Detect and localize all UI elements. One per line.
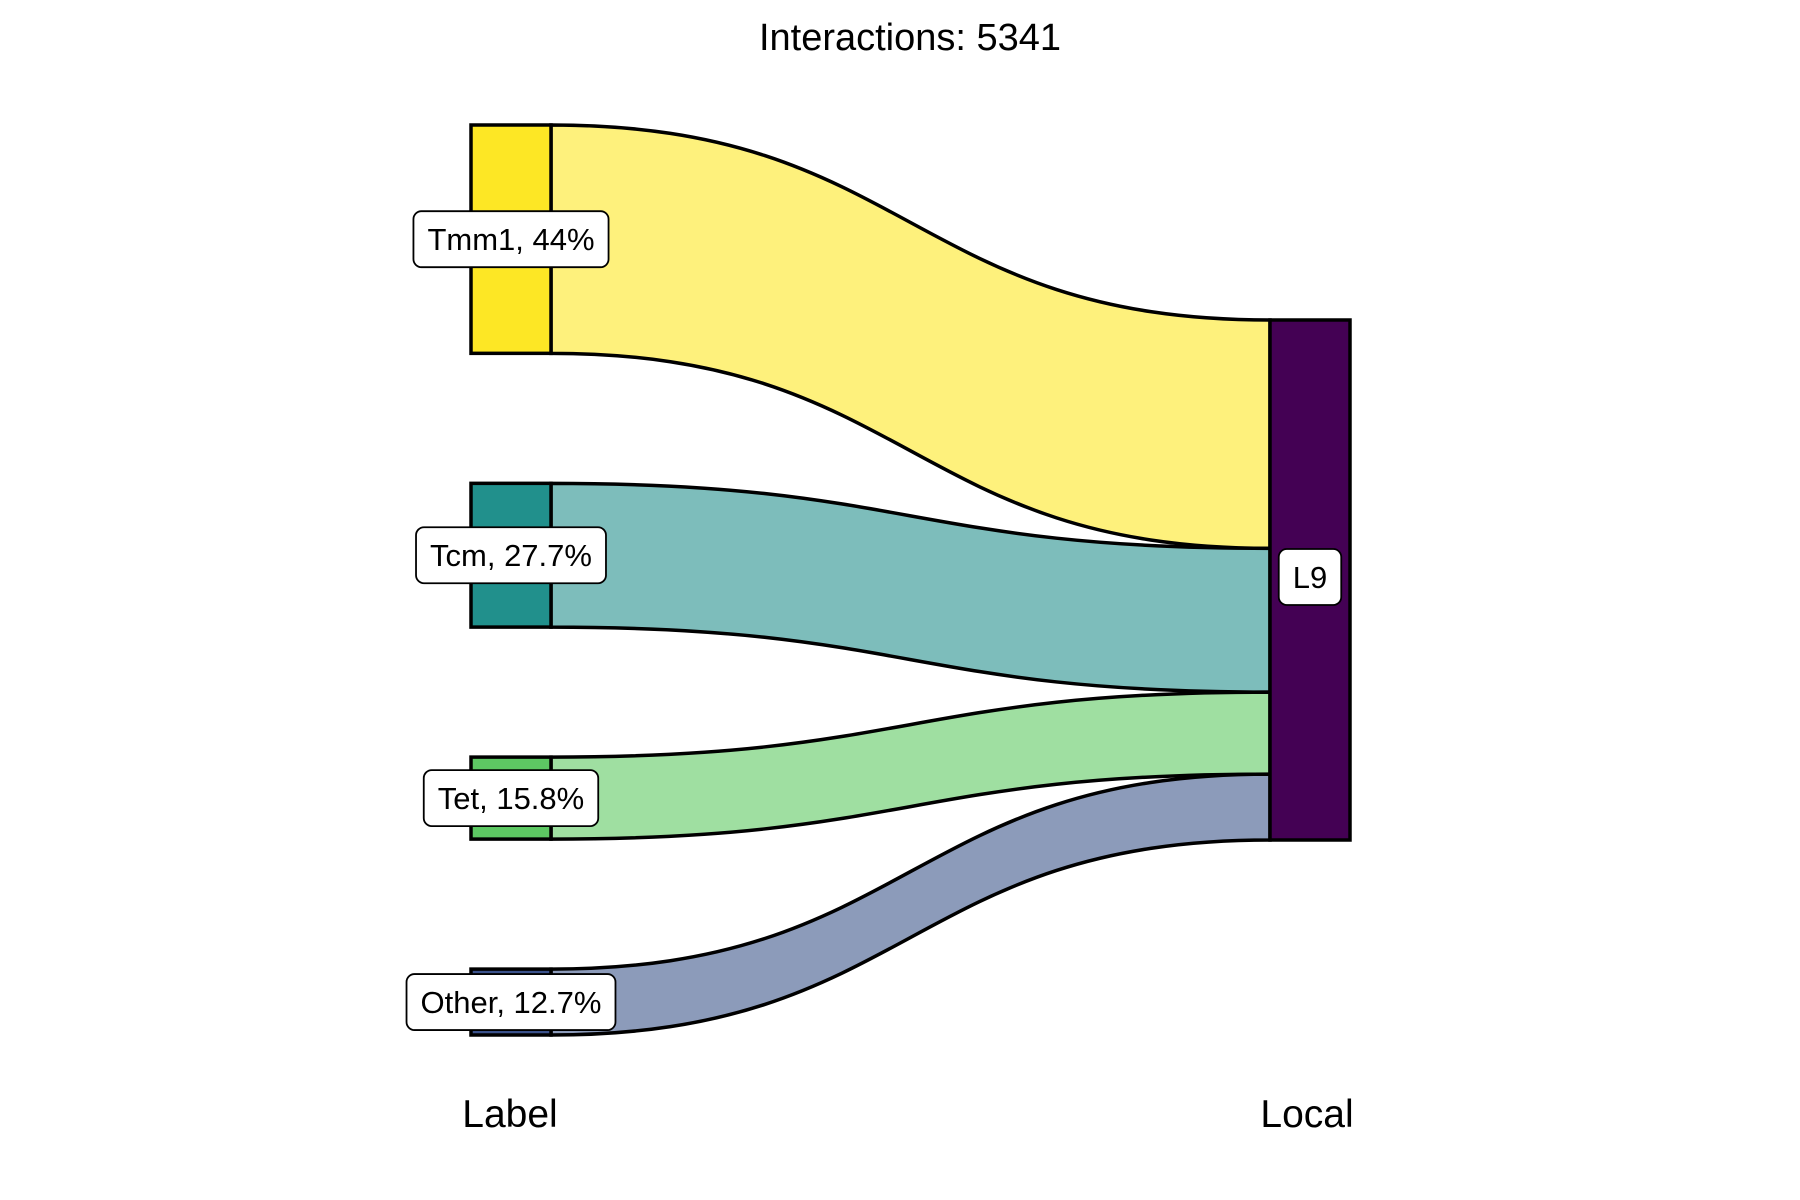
target-label-l9-box bbox=[1277, 548, 1343, 606]
target-label-l9-text: L9 bbox=[1293, 560, 1327, 595]
axis-label-right: Local bbox=[1260, 1093, 1353, 1136]
source-label-tcm: Tcm, 27.7% bbox=[415, 526, 607, 585]
source-label-other-box bbox=[405, 973, 617, 1031]
chart-title: Interactions: 5341 bbox=[759, 17, 1061, 59]
source-label-tcm-text: Tcm, 27.7% bbox=[430, 538, 592, 573]
target-label-l9: L9 bbox=[1277, 548, 1343, 606]
source-label-tet-box bbox=[422, 769, 600, 827]
source-label-tmm1: Tmm1, 44% bbox=[412, 210, 610, 269]
source-label-tet-text: Tet, 15.8% bbox=[438, 781, 584, 816]
source-label-tet: Tet, 15.8% bbox=[422, 769, 600, 827]
axis-label-left: Label bbox=[462, 1093, 557, 1136]
source-label-other-text: Other, 12.7% bbox=[421, 985, 602, 1020]
source-label-tcm-box bbox=[415, 526, 607, 585]
source-label-tmm1-text: Tmm1, 44% bbox=[427, 222, 594, 257]
node-labels-layer: Tmm1, 44% Tcm, 27.7% Tet, 15.8% Other, 12.7… bbox=[405, 210, 1343, 1031]
source-label-tmm1-box bbox=[412, 210, 610, 269]
flows-layer bbox=[549, 123, 1272, 1037]
source-label-other: Other, 12.7% bbox=[405, 973, 617, 1031]
